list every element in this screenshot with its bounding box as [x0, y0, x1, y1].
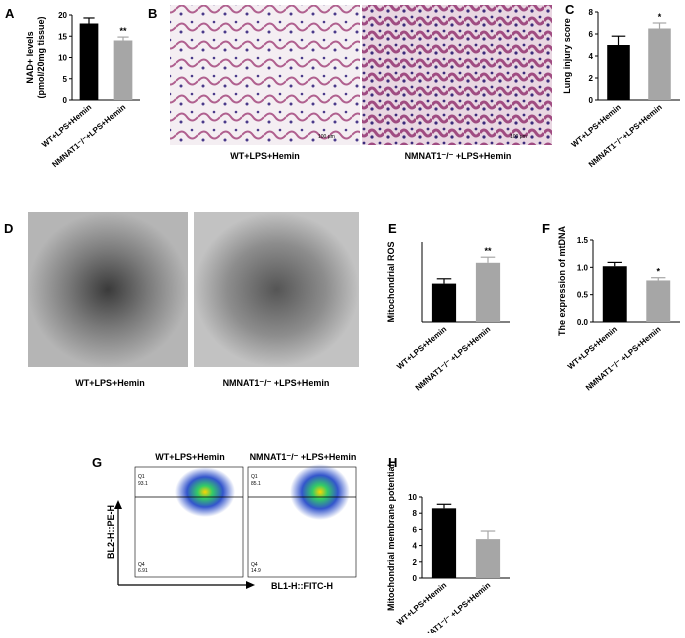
panel-letter: F	[542, 221, 550, 236]
y-axis-label: Mitochondrial ROS	[386, 242, 396, 323]
y-axis-label: The expression of mtDNA	[557, 225, 567, 336]
panel-letter: H	[388, 455, 397, 470]
quadrant: 85.1	[251, 481, 261, 487]
y-tick-label: 2	[413, 558, 418, 567]
caption: WT+LPS+Hemin	[230, 151, 300, 161]
axis-label: BL2-H::PE-H	[106, 505, 116, 559]
quadrant: 93.1	[138, 481, 148, 487]
panel-letter: C	[565, 2, 575, 17]
caption: WT+LPS+Hemin	[75, 378, 145, 388]
significance: *	[656, 267, 660, 277]
x-tick-label: NMNAT1⁻/⁻ +LPS+Hemin	[414, 581, 493, 633]
bar	[602, 266, 627, 322]
y-tick-label: 0.0	[577, 318, 589, 327]
scale-bar-label: 100 μm	[510, 134, 527, 140]
bar	[431, 508, 457, 578]
y-tick-label: 4	[413, 542, 418, 551]
micrograph	[362, 5, 552, 145]
bar	[648, 28, 671, 100]
bar	[607, 45, 630, 100]
x-tick-label: NMNAT1⁻/⁻ +LPS+Hemin	[414, 325, 493, 393]
panel-letter: D	[4, 221, 13, 236]
y-axis-label: Mitochondrial membrane potential	[386, 464, 396, 611]
panel-letter: G	[92, 455, 102, 470]
bar	[475, 539, 501, 578]
significance: **	[119, 26, 127, 36]
micrograph	[194, 212, 359, 367]
quadrant: 6.91	[138, 568, 148, 574]
bar	[113, 40, 133, 100]
y-tick-label: 8	[413, 509, 418, 518]
bar	[475, 262, 501, 322]
y-tick-label: 10	[58, 54, 67, 63]
caption: NMNAT1⁻/⁻ +LPS+Hemin	[405, 151, 512, 161]
significance: *	[658, 12, 662, 22]
y-tick-label: 1.0	[577, 263, 589, 272]
y-axis-label: (pmol/20mg tissue)	[36, 16, 46, 98]
x-tick-label: NMNAT1⁻/⁻+LPS+Hemin	[587, 103, 664, 170]
y-tick-label: 15	[58, 32, 67, 41]
micrograph	[28, 212, 188, 367]
axis-arrow	[114, 500, 122, 509]
quadrant: Q1	[138, 474, 145, 480]
bar	[646, 280, 671, 322]
y-tick-label: 10	[408, 493, 417, 502]
bar	[431, 283, 457, 322]
y-tick-label: 0	[63, 96, 68, 105]
quadrant: Q1	[251, 474, 258, 480]
y-tick-label: 1.5	[577, 236, 589, 245]
y-tick-label: 20	[58, 11, 67, 20]
flow-plot	[134, 464, 357, 578]
quadrant: Q4	[138, 562, 145, 568]
y-axis-label: Lung injury score	[562, 18, 572, 94]
y-tick-label: 6	[589, 30, 594, 39]
y-tick-label: 4	[589, 52, 594, 61]
significance: **	[484, 246, 492, 256]
scale-bar-label: 100 μm	[318, 134, 335, 140]
quadrant: Q4	[251, 562, 258, 568]
y-tick-label: 0	[589, 96, 594, 105]
bar	[79, 23, 99, 100]
axis-label: BL1-H::FITC-H	[271, 581, 333, 591]
caption: NMNAT1⁻/⁻ +LPS+Hemin	[223, 378, 330, 388]
panel-letter: E	[388, 221, 397, 236]
y-axis-label: NAD+ levels	[25, 31, 35, 83]
panel-letter: B	[148, 6, 157, 21]
micrograph	[170, 5, 360, 145]
axis-arrow	[246, 581, 255, 589]
y-tick-label: 0.5	[577, 291, 589, 300]
caption: WT+LPS+Hemin	[155, 452, 225, 462]
y-tick-label: 2	[589, 74, 594, 83]
y-tick-label: 0	[413, 574, 418, 583]
x-tick-label: NMNAT1⁻/⁻ +LPS+Hemin	[584, 325, 663, 393]
panel-letter: A	[5, 6, 15, 21]
quadrant: 14.9	[251, 568, 261, 574]
caption: NMNAT1⁻/⁻ +LPS+Hemin	[250, 452, 357, 462]
y-tick-label: 5	[63, 75, 68, 84]
y-tick-label: 8	[589, 8, 594, 17]
y-tick-label: 6	[413, 525, 418, 534]
